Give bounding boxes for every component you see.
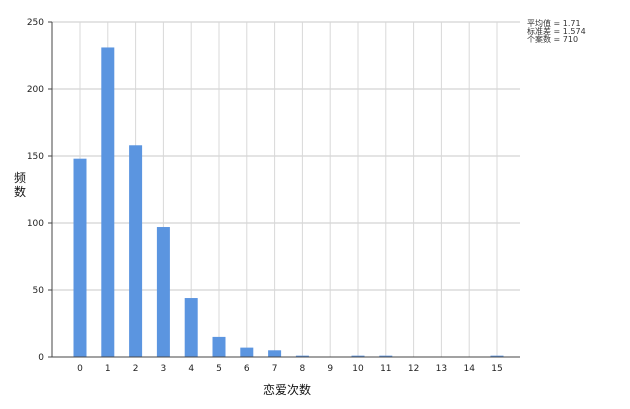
y-tick-labels: 0 50 100 150 200 250: [27, 18, 44, 363]
x-tick-label: 1: [105, 364, 111, 374]
bar: [268, 350, 282, 357]
x-axis-title: 恋爱次数: [263, 382, 311, 397]
bar: [73, 158, 87, 357]
stats-legend: 平均值 = 1.71 标准差 = 1.574 个案数 = 710: [527, 20, 586, 44]
y-tick-label: 150: [27, 152, 44, 162]
stats-mean: 平均值 = 1.71: [527, 19, 581, 28]
x-tick-label: 14: [463, 364, 475, 374]
x-tick-label: 5: [216, 364, 222, 374]
x-tick-label: 3: [161, 364, 167, 374]
stats-n: 个案数 = 710: [527, 35, 579, 44]
x-tick-label: 15: [491, 364, 502, 374]
bar: [184, 298, 198, 357]
x-tick-label: 6: [244, 364, 250, 374]
y-tick-label: 50: [33, 286, 45, 296]
x-tick-label: 9: [327, 364, 333, 374]
stats-std: 标准差 = 1.574: [527, 27, 586, 36]
bar: [129, 145, 143, 357]
gridlines: [52, 21, 520, 358]
x-tick-label: 7: [272, 364, 278, 374]
bar: [212, 336, 226, 357]
y-tick-label: 100: [27, 219, 44, 229]
x-tick-label: 0: [77, 364, 83, 374]
y-tick-label: 200: [27, 85, 44, 95]
x-tick-label: 8: [300, 364, 306, 374]
y-tick-label: 250: [27, 18, 44, 28]
x-tick-labels: 0 1 2 3 4 5 6 7 8 9 10 11 12 13 14 15: [77, 364, 503, 374]
bar: [295, 355, 309, 357]
bar: [101, 47, 115, 358]
bar: [379, 355, 393, 357]
axes: [48, 21, 520, 358]
bar: [156, 227, 170, 357]
bars: [73, 47, 504, 358]
y-tick-label: 0: [38, 353, 44, 363]
bar: [351, 355, 365, 357]
x-tick-label: 4: [188, 364, 194, 374]
y-axis-title: 频数: [14, 171, 26, 199]
x-tick-label: 13: [436, 364, 447, 374]
x-tick-label: 10: [352, 364, 364, 374]
x-tick-label: 11: [380, 364, 391, 374]
bar: [240, 347, 254, 357]
x-tick-label: 2: [133, 364, 139, 374]
bar: [490, 355, 504, 357]
x-tick-label: 12: [408, 364, 419, 374]
